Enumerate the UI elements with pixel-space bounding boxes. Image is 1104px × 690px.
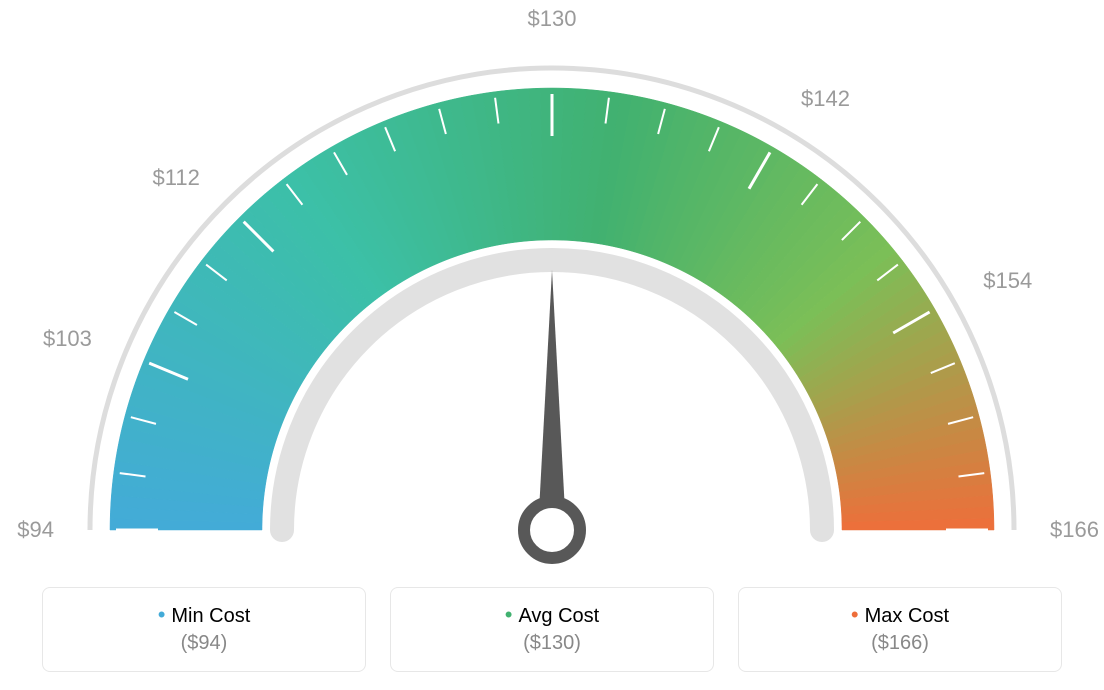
gauge-svg: [42, 10, 1062, 570]
tick-label: $130: [528, 6, 577, 32]
legend-value-avg: ($130): [403, 632, 701, 655]
tick-label: $166: [1050, 517, 1099, 543]
tick-label: $103: [43, 326, 92, 352]
legend-label: Max Cost: [865, 605, 949, 627]
dot-icon: •: [851, 602, 859, 627]
legend-title-avg: •Avg Cost: [403, 602, 701, 628]
legend-label: Min Cost: [171, 605, 250, 627]
legend-value-min: ($94): [55, 632, 353, 655]
legend-title-max: • Max Cost: [751, 602, 1049, 628]
legend-title-min: •Min Cost: [55, 602, 353, 628]
tick-label: $94: [17, 517, 54, 543]
legend-value-max: ($166): [751, 632, 1049, 655]
legend-card-max: • Max Cost ($166): [738, 587, 1062, 672]
legend-card-min: •Min Cost ($94): [42, 587, 366, 672]
legend-label: Avg Cost: [518, 605, 599, 627]
gauge-needle: [538, 270, 566, 530]
legend-card-avg: •Avg Cost ($130): [390, 587, 714, 672]
gauge-hub: [524, 502, 580, 558]
gauge-chart: $94$103$112$130$142$154$166: [42, 10, 1062, 570]
legend-row: •Min Cost ($94) •Avg Cost ($130) •Max Co…: [42, 587, 1062, 672]
dot-icon: •: [505, 602, 513, 627]
tick-label: $154: [983, 268, 1032, 294]
tick-label: $142: [801, 86, 850, 112]
dot-icon: •: [158, 602, 166, 627]
tick-label: $112: [153, 165, 200, 191]
